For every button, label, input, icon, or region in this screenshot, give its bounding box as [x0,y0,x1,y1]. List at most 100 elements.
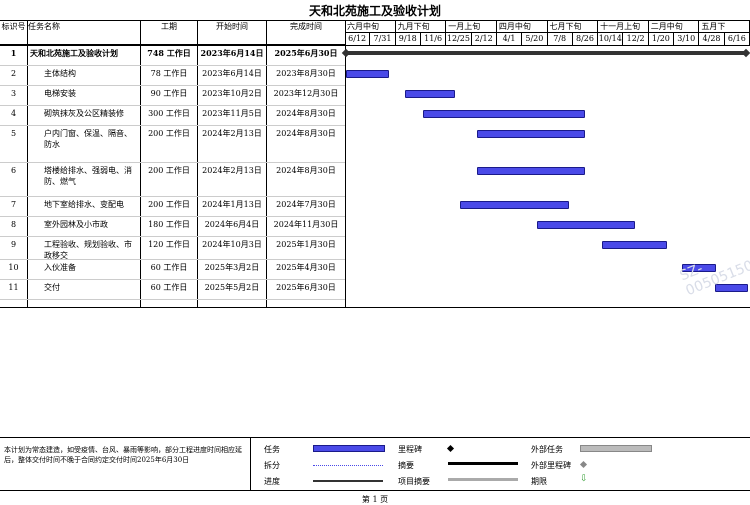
table-row[interactable]: 1 天和北苑施工及验收计划 748 工作日 2023年6月14日 2025年6月30日 [0,45,345,65]
cell-duration: 200 工作日 [148,166,190,175]
timescale-minor-label: 4/28 [699,33,725,45]
cell-finish: 2024年8月30日 [276,109,336,118]
col-header-start: 开始时间 [216,22,248,31]
table-row[interactable]: 2 主体结构 78 工作日 2023年6月14日 2023年8月30日 [0,65,345,85]
cell-finish: 2023年8月30日 [276,69,336,78]
cell-id: 11 [8,283,19,292]
gantt-table: 标识号 任务名称 工期 开始时间 完成时间 6/12 7/31 9/18 11/6 12… [0,20,750,308]
task-bar[interactable] [601,241,668,249]
legend-progress-swatch [313,480,383,482]
cell-start: 2024年2月13日 [202,166,262,175]
col-header-finish: 完成时间 [290,22,322,31]
task-bar[interactable] [714,284,749,292]
table-row[interactable]: 10 入伙准备 60 工作日 2025年3月2日 2025年4月30日 [0,259,345,279]
timescale-minor-label: 10/14 [598,33,624,45]
timescale-major-label: 四月中旬 [496,21,548,33]
cell-finish: 2024年8月30日 [276,129,336,138]
table-row[interactable]: 9 工程验收、规划验收、市政移交 120 工作日 2024年10月3日 2025年1月3… [0,236,345,260]
cell-start: 2024年10月3日 [202,240,262,249]
cell-finish: 2025年4月30日 [276,263,336,272]
legend-deadline-label: 期限 [531,477,547,486]
cell-id: 7 [10,200,17,209]
legend-external-task-label: 外部任务 [531,445,563,454]
table-row[interactable]: 3 电梯安装 90 工作日 2023年10月2日 2023年12月30日 [0,85,345,105]
cell-id: 5 [10,129,17,138]
task-bar[interactable] [346,70,390,78]
cell-id: 10 [8,263,19,272]
timescale-minor-label: 7/31 [370,33,396,45]
cell-task-name: 主体结构 [44,69,76,78]
timescale-minor-label: 12/2 [623,33,649,45]
timescale-major-label: 九月下旬 [395,21,447,33]
cell-task-name: 室外园林及小市政 [44,220,108,229]
cell-finish: 2025年6月30日 [274,48,338,58]
cell-duration: 60 工作日 [150,263,188,272]
table-row[interactable]: 4 砌筑抹灰及公区精装修 300 工作日 2023年11月5日 2024年8月30日 [0,105,345,125]
legend-summary-swatch [448,462,518,465]
cell-duration: 200 工作日 [148,129,190,138]
timescale-minor-label: 12/25 [446,33,472,45]
cell-task-name: 户内门窗、保温、隔音、防水 [44,129,132,149]
timescale-minor-label: 11/6 [421,33,447,45]
cell-finish: 2023年12月30日 [273,89,339,98]
task-bar[interactable] [476,167,586,175]
cell-duration: 90 工作日 [150,89,188,98]
task-bar[interactable] [460,201,569,209]
cell-duration: 78 工作日 [150,69,188,78]
task-bar[interactable] [405,90,455,98]
cell-duration: 120 工作日 [148,240,190,249]
table-row[interactable]: 7 地下室给排水、变配电 200 工作日 2024年1月13日 2024年7月30日 [0,196,345,216]
timescale-major-label: 十一月上旬 [598,21,649,33]
cell-id: 2 [10,69,17,78]
table-row[interactable]: 8 室外园林及小市政 180 工作日 2024年6月4日 2024年11月30日 [0,216,345,236]
cell-finish: 2024年8月30日 [276,166,336,175]
plan-note: 本计划为常态建造，如受疫情、台风、暴雨等影响，部分工程进度时间相应延后，整体交付… [4,446,242,464]
cell-task-name: 塔楼给排水、强弱电、消防、燃气 [44,166,132,186]
milestone-diamond-icon [446,444,455,453]
table-row[interactable]: 6 塔楼给排水、强弱电、消防、燃气 200 工作日 2024年2月13日 2024年8月… [0,162,345,196]
task-bar[interactable] [536,221,635,229]
cell-start: 2023年6月14日 [200,48,264,58]
task-bar[interactable] [476,130,586,138]
summary-bar[interactable] [346,51,747,55]
timescale-major-label: 一月上旬 [446,21,497,33]
timescale-minor-label: 3/10 [674,33,700,45]
cell-duration: 60 工作日 [150,283,188,292]
cell-id: 6 [10,166,17,175]
cell-duration: 300 工作日 [148,109,190,118]
cell-start: 2024年6月4日 [204,220,260,229]
cell-task-name: 交付 [44,283,60,292]
table-row[interactable]: 5 户内门窗、保温、隔音、防水 200 工作日 2024年2月13日 2024年8月30… [0,125,345,162]
task-bar[interactable] [682,264,716,272]
legend-panel: 本计划为常态建造，如受疫情、台风、暴雨等影响，部分工程进度时间相应延后，整体交付… [0,437,750,491]
timescale-minor-label: 2/12 [472,33,497,45]
cell-finish: 2024年7月30日 [276,200,336,209]
cell-start: 2024年1月13日 [202,200,262,209]
timescale-minor-label: 1/20 [649,33,675,45]
cell-duration: 200 工作日 [148,200,190,209]
timescale-minor-label: 6/12 [345,33,371,45]
legend-summary-label: 摘要 [398,461,414,470]
timescale-major-label: 六月中旬 [345,21,396,33]
timescale-minor-label: 7/8 [548,33,573,45]
cell-task-name: 砌筑抹灰及公区精装修 [44,109,124,118]
task-bar[interactable] [423,110,586,118]
legend-external-task-swatch [580,445,652,452]
col-header-name: 任务名称 [28,22,60,31]
legend-milestone-label: 里程碑 [398,445,422,454]
cell-task-name: 工程验收、规划验收、市政移交 [44,240,132,260]
table-row[interactable]: 11 交付 60 工作日 2025年5月2日 2025年6月30日 [0,279,345,299]
timescale-major-label: 二月中旬 [648,21,700,33]
table-header [0,21,345,45]
timescale-major-label: 七月下旬 [547,21,599,33]
legend-split-swatch [313,465,383,466]
summary-end-cap [742,48,750,58]
legend-task-label: 任务 [264,445,280,454]
cell-finish: 2025年1月30日 [276,240,336,249]
page-title: 天和北苑施工及验收计划 [308,4,441,18]
legend-project-summary-label: 项目摘要 [398,477,430,486]
page-number: 第 1 页 [361,495,389,504]
cell-start: 2024年2月13日 [202,129,262,138]
col-header-id: 标识号 [1,22,26,31]
cell-id: 3 [10,89,17,98]
